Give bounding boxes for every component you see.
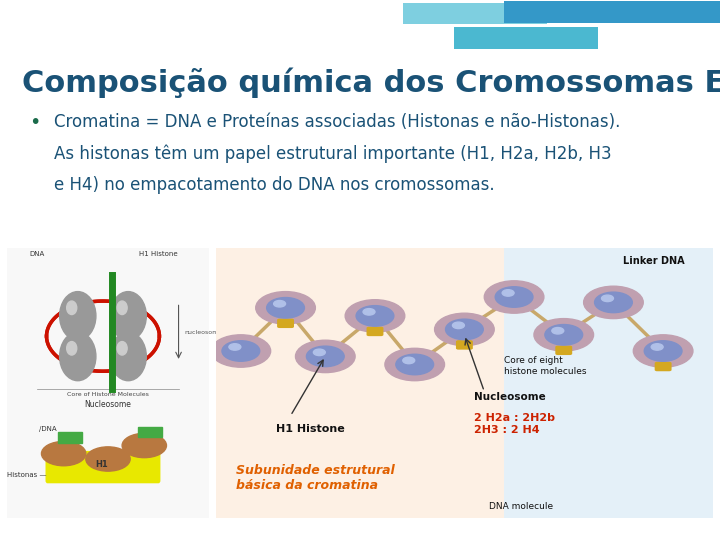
Circle shape xyxy=(644,341,682,361)
Text: e H4) no empacotamento do DNA nos cromossomas.: e H4) no empacotamento do DNA nos cromos… xyxy=(54,176,495,194)
Circle shape xyxy=(60,332,96,381)
Circle shape xyxy=(651,344,663,350)
Text: Histonas —: Histonas — xyxy=(7,472,47,478)
FancyBboxPatch shape xyxy=(456,340,473,350)
Bar xyxy=(504,1,720,23)
Text: 2 H2a : 2H2b
2H3 : 2 H4: 2 H2a : 2H2b 2H3 : 2 H4 xyxy=(474,413,555,435)
Circle shape xyxy=(110,332,146,381)
Circle shape xyxy=(435,313,494,346)
Text: Core of eight
histone molecules: Core of eight histone molecules xyxy=(504,356,587,376)
Bar xyxy=(216,248,504,518)
Bar xyxy=(454,27,598,49)
Circle shape xyxy=(396,354,433,375)
Text: As histonas têm um papel estrutural importante (H1, H2a, H2b, H3: As histonas têm um papel estrutural impo… xyxy=(54,145,611,163)
Circle shape xyxy=(117,342,127,355)
FancyBboxPatch shape xyxy=(277,319,294,328)
Circle shape xyxy=(485,281,544,313)
Circle shape xyxy=(601,295,613,301)
Bar xyxy=(403,3,547,24)
Circle shape xyxy=(60,292,96,340)
Text: Linker DNA: Linker DNA xyxy=(624,256,685,267)
Text: H1 Histone: H1 Histone xyxy=(276,424,344,434)
Text: DNA: DNA xyxy=(30,251,45,257)
Text: Subunidade estrutural
básica da cromatina: Subunidade estrutural básica da cromatin… xyxy=(236,464,395,492)
Circle shape xyxy=(266,298,305,318)
Circle shape xyxy=(363,308,375,315)
Circle shape xyxy=(502,289,514,296)
Circle shape xyxy=(385,348,444,381)
Circle shape xyxy=(446,319,483,340)
FancyBboxPatch shape xyxy=(555,346,572,355)
Circle shape xyxy=(452,322,464,328)
Text: •: • xyxy=(29,113,40,132)
Ellipse shape xyxy=(42,442,86,465)
Circle shape xyxy=(495,287,533,307)
Circle shape xyxy=(584,286,643,319)
Circle shape xyxy=(345,300,405,332)
Text: Nucleosome: Nucleosome xyxy=(84,400,132,409)
Circle shape xyxy=(110,292,146,340)
Circle shape xyxy=(313,349,325,355)
Circle shape xyxy=(211,335,271,367)
Circle shape xyxy=(552,327,564,334)
Circle shape xyxy=(222,341,260,361)
Text: Core of Histone Molecules: Core of Histone Molecules xyxy=(67,392,149,396)
Bar xyxy=(504,248,713,518)
Bar xyxy=(138,427,163,437)
Text: nucleosome: nucleosome xyxy=(184,329,222,335)
Circle shape xyxy=(534,319,593,351)
Circle shape xyxy=(595,292,632,313)
Circle shape xyxy=(117,301,127,314)
Circle shape xyxy=(229,344,240,350)
FancyBboxPatch shape xyxy=(366,327,384,336)
Circle shape xyxy=(295,340,355,373)
FancyBboxPatch shape xyxy=(45,451,161,483)
Circle shape xyxy=(402,357,415,364)
Circle shape xyxy=(67,301,77,314)
Text: DNA molecule: DNA molecule xyxy=(490,502,554,511)
Text: H1 Histone: H1 Histone xyxy=(139,251,178,257)
Circle shape xyxy=(634,335,693,367)
Text: /DNA: /DNA xyxy=(40,426,57,433)
Circle shape xyxy=(256,292,315,324)
Bar xyxy=(58,432,82,443)
Text: Composição química dos Cromossomas Eucariótos: Composição química dos Cromossomas Eucar… xyxy=(22,68,720,98)
Ellipse shape xyxy=(122,433,166,458)
Text: Cromatina = DNA e Proteínas associadas (Histonas e não-Histonas).: Cromatina = DNA e Proteínas associadas (… xyxy=(54,113,621,131)
Circle shape xyxy=(356,306,394,326)
Circle shape xyxy=(67,342,77,355)
Ellipse shape xyxy=(86,447,130,471)
Circle shape xyxy=(307,346,344,367)
Circle shape xyxy=(274,300,286,307)
Text: Nucleosome: Nucleosome xyxy=(474,392,546,402)
Circle shape xyxy=(545,325,582,345)
FancyBboxPatch shape xyxy=(654,362,672,372)
Text: H1: H1 xyxy=(96,460,108,469)
